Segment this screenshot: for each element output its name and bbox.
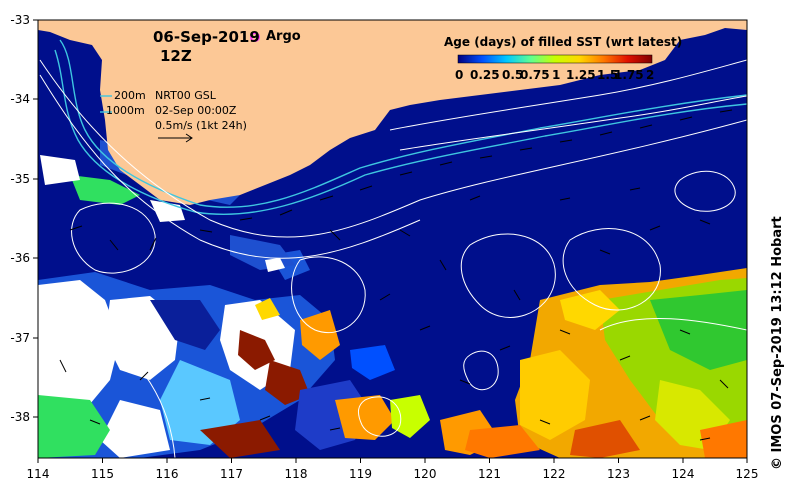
depth-1000m-label: 1000m: [106, 104, 145, 117]
x-tick-label: 120: [414, 467, 437, 481]
x-tick-label: 124: [672, 467, 695, 481]
colorbar-tick: 0.25: [470, 68, 500, 82]
depth-contours: [54, 39, 747, 216]
y-tick-label: -33: [10, 13, 30, 27]
y-axis-labels: -33 -34 -35 -36 -37 -38: [10, 13, 30, 424]
depth-200m-label: 200m: [114, 89, 146, 102]
y-tick-label: -38: [10, 410, 30, 424]
gsl-source-label: NRT00 GSL: [155, 89, 216, 102]
vector-scale-arrow: [158, 133, 193, 143]
x-tick-label: 118: [285, 467, 308, 481]
gsl-time-label: 02-Sep 00:00Z: [155, 104, 237, 117]
x-tick-label: 116: [156, 467, 179, 481]
current-vectors: [59, 109, 733, 441]
map-date: 06-Sep-2019: [153, 28, 260, 46]
sla-contours: [39, 59, 747, 458]
sst-age-patches-southeast: [465, 268, 747, 458]
y-tick-label: -35: [10, 172, 30, 186]
colorbar-tick: 0.5: [502, 68, 524, 82]
y-tick-label: -37: [10, 331, 30, 345]
x-tick-label: 119: [349, 467, 372, 481]
x-tick-label: 123: [607, 467, 630, 481]
imos-credit: © IMOS 07-Sep-2019 13:12 Hobart: [770, 216, 785, 470]
map-time: 12Z: [160, 47, 192, 65]
x-tick-label: 114: [27, 467, 50, 481]
colorbar-tick: 1: [552, 68, 561, 82]
plot-frame: [37, 19, 748, 459]
vector-scale-label: 0.5m/s (1kt 24h): [155, 119, 247, 132]
colorbar-tick: 1.5: [597, 68, 619, 82]
y-tick-label: -34: [10, 92, 30, 106]
colorbar-tick: 1.25: [566, 68, 596, 82]
colorbar-tick: 2: [646, 68, 655, 82]
x-tick-label: 121: [478, 467, 501, 481]
colorbar: [457, 54, 653, 64]
x-axis-labels: 114 115 116 117 118 119 120 121 122 123 …: [27, 467, 759, 481]
x-tick-label: 122: [543, 467, 566, 481]
argo-legend-label: Argo: [266, 29, 301, 44]
argo-float-marker: [250, 32, 260, 42]
y-tick-label: -36: [10, 251, 30, 265]
sst-age-patches-southwest: [38, 250, 500, 458]
colorbar-tick: 0: [455, 68, 464, 82]
land-mass: [38, 20, 747, 205]
axis-ticks: [33, 19, 748, 463]
colorbar-tick: 0.75: [520, 68, 550, 82]
x-tick-label: 125: [736, 467, 759, 481]
colorbar-tick: 1.75: [614, 68, 644, 82]
colorbar-title: Age (days) of filled SST (wrt latest): [444, 35, 683, 49]
x-tick-label: 115: [91, 467, 114, 481]
x-tick-label: 117: [220, 467, 243, 481]
